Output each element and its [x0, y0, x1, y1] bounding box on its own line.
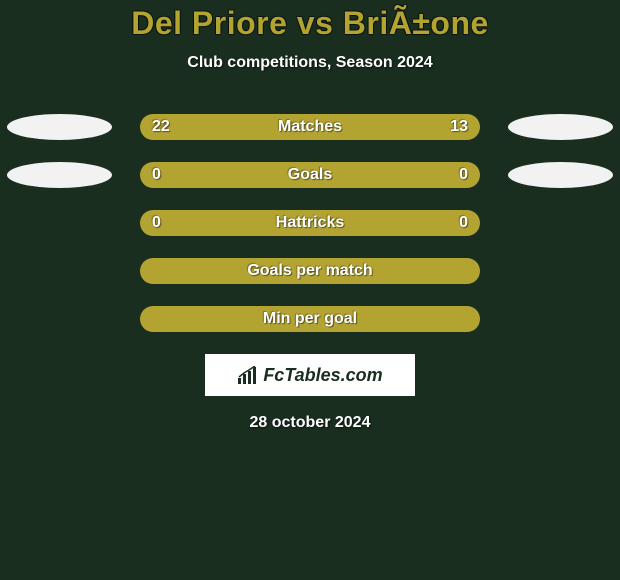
right-ellipse — [508, 114, 613, 140]
logo-chart-icon — [237, 366, 259, 384]
bar-left-segment — [140, 162, 310, 188]
logo-box: FcTables.com — [205, 354, 415, 396]
left-ellipse — [7, 114, 112, 140]
stat-row: 0 Hattricks 0 — [0, 210, 620, 236]
stat-rows: 22 Matches 13 0 Goals 0 0 Hattricks 0 Goals per m… — [0, 114, 620, 332]
right-value: 0 — [459, 210, 468, 236]
stat-bar: 0 Hattricks 0 — [140, 210, 480, 236]
stat-bar: Goals per match — [140, 258, 480, 284]
date-label: 28 october 2024 — [0, 414, 620, 432]
left-value: 0 — [152, 162, 161, 188]
left-value: 0 — [152, 210, 161, 236]
logo: FcTables.com — [237, 365, 382, 386]
infographic-container: Del Priore vs BriÃ±one Club competitions… — [0, 0, 620, 432]
left-value: 22 — [152, 114, 170, 140]
stat-bar: 22 Matches 13 — [140, 114, 480, 140]
stat-row: Min per goal — [0, 306, 620, 332]
right-value: 0 — [459, 162, 468, 188]
stat-label: Min per goal — [263, 306, 357, 332]
stat-label: Goals per match — [247, 258, 372, 284]
stat-row: 0 Goals 0 — [0, 162, 620, 188]
logo-text: FcTables.com — [263, 365, 382, 386]
stat-bar: 0 Goals 0 — [140, 162, 480, 188]
bar-right-segment — [310, 162, 480, 188]
left-ellipse — [7, 162, 112, 188]
page-title: Del Priore vs BriÃ±one — [0, 5, 620, 42]
stat-label: Goals — [288, 162, 332, 188]
stat-row: 22 Matches 13 — [0, 114, 620, 140]
subtitle: Club competitions, Season 2024 — [0, 54, 620, 72]
stat-row: Goals per match — [0, 258, 620, 284]
stat-bar: Min per goal — [140, 306, 480, 332]
right-ellipse — [508, 162, 613, 188]
stat-label: Hattricks — [276, 210, 344, 236]
right-value: 13 — [450, 114, 468, 140]
stat-label: Matches — [278, 114, 342, 140]
